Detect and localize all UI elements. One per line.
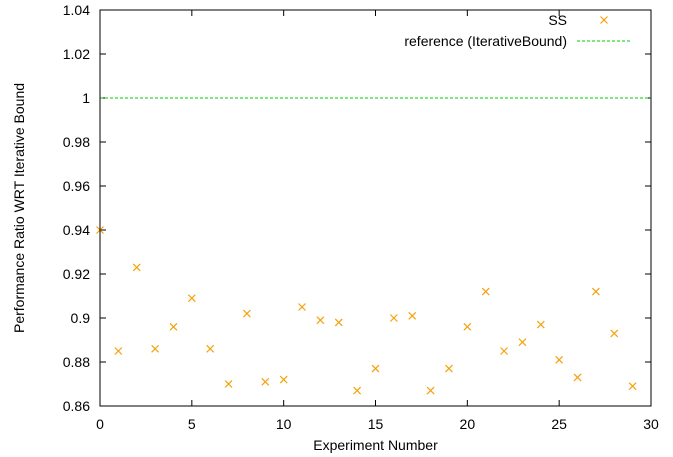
data-point	[334, 318, 343, 327]
x-tick-label: 25	[551, 416, 567, 432]
y-axis-label: Performance Ratio WRT Iterative Bound	[11, 83, 27, 333]
x-tick-label: 20	[460, 416, 476, 432]
data-point	[151, 344, 160, 353]
x-tick-label: 10	[276, 416, 292, 432]
data-point	[298, 303, 306, 311]
data-point	[279, 375, 288, 384]
y-tick-label: 0.94	[63, 222, 90, 238]
tick-labels: 0 5 10 15 20 25 30 0.86 0.88 0.9 0.92 0.94 0.96 0.98 1…	[63, 2, 659, 432]
data-point	[243, 309, 251, 318]
y-tick-label: 0.86	[63, 398, 90, 414]
data-point	[389, 314, 398, 322]
y-tick-label: 0.98	[63, 134, 90, 150]
data-point	[353, 386, 362, 395]
data-point	[628, 382, 637, 391]
data-point	[261, 377, 270, 386]
data-point	[610, 329, 619, 338]
axis-ticks	[99, 9, 652, 407]
data-point	[573, 373, 582, 382]
data-point	[316, 316, 325, 325]
data-points	[96, 226, 637, 395]
data-point	[132, 263, 141, 272]
x-tick-label: 30	[643, 416, 659, 432]
data-point	[169, 322, 178, 331]
x-tick-label: 15	[368, 416, 384, 432]
y-tick-label: 1.04	[63, 2, 90, 18]
data-point	[481, 287, 490, 296]
y-tick-label: 1.02	[63, 46, 90, 62]
data-point	[426, 386, 435, 395]
legend-label-ss: SS	[548, 12, 567, 28]
y-tick-label: 1	[82, 90, 90, 106]
data-point	[224, 380, 233, 388]
data-point	[591, 287, 600, 296]
y-tick-label: 0.96	[63, 178, 90, 194]
legend-marker-ss	[600, 16, 608, 24]
data-point	[536, 320, 545, 329]
data-point	[114, 347, 123, 355]
x-tick-label: 0	[96, 416, 104, 432]
legend: SS reference (IterativeBound)	[404, 12, 630, 49]
plot-frame	[99, 9, 652, 407]
x-tick-label: 5	[188, 416, 196, 432]
data-point	[187, 294, 196, 303]
data-point	[500, 347, 508, 355]
data-point	[408, 311, 417, 320]
data-point	[371, 364, 380, 373]
data-point	[555, 355, 564, 364]
y-tick-label: 0.9	[71, 310, 91, 326]
legend-label-reference: reference (IterativeBound)	[404, 33, 567, 49]
data-point	[463, 322, 472, 331]
data-point	[206, 344, 215, 353]
y-tick-label: 0.88	[63, 354, 90, 370]
data-point	[445, 364, 453, 373]
x-axis-label: Experiment Number	[313, 437, 438, 453]
data-point	[518, 338, 527, 347]
y-tick-label: 0.92	[63, 266, 90, 282]
